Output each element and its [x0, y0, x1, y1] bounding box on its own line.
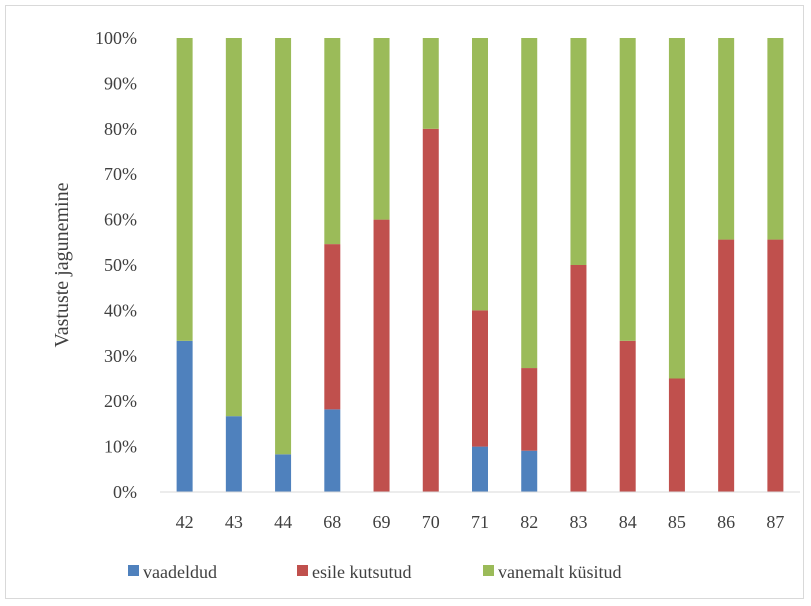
y-tick-label: 0% — [113, 482, 137, 502]
legend-label: vanemalt küsitud — [498, 562, 621, 582]
y-tick-label: 50% — [104, 255, 137, 275]
bar-segment-vaadeldud — [176, 340, 193, 492]
bar-segment-vanemalt-küsitud — [472, 38, 488, 311]
bar-segment-vanemalt-küsitud — [275, 38, 292, 455]
bar-segment-vanemalt-küsitud — [422, 38, 439, 129]
bar-segment-vanemalt-küsitud — [521, 38, 538, 369]
x-tick-label: 87 — [766, 512, 784, 532]
bar-segment-esile-kutsutud — [619, 340, 636, 492]
x-tick-label: 43 — [225, 512, 243, 532]
legend-swatch — [128, 565, 139, 576]
y-tick-label: 80% — [104, 119, 137, 139]
x-tick-label: 44 — [274, 512, 292, 532]
bar-segment-vanemalt-küsitud — [718, 38, 735, 240]
y-axis-ticks: 0% 10% 20% 30% 40% 50% 60% 70% 80% 90% 100% — [95, 28, 137, 502]
bar-segment-vanemalt-küsitud — [225, 38, 242, 417]
x-tick-label: 83 — [569, 512, 587, 532]
legend-swatch — [297, 565, 308, 576]
bar-segment-esile-kutsutud — [422, 128, 439, 493]
y-tick-label: 60% — [104, 210, 137, 230]
y-tick-label: 30% — [104, 346, 137, 366]
bar-segment-vanemalt-küsitud — [668, 38, 685, 379]
bar-segment-vanemalt-küsitud — [767, 38, 784, 240]
bar-segment-vanemalt-küsitud — [176, 38, 193, 341]
bar-segment-vaadeldud — [225, 416, 242, 492]
bar-segment-esile-kutsutud — [373, 219, 390, 492]
bar-segment-vanemalt-küsitud — [570, 38, 587, 265]
bar-segment-vanemalt-küsitud — [619, 38, 636, 341]
bars — [176, 38, 784, 493]
x-tick-label: 68 — [323, 512, 341, 532]
y-tick-label: 20% — [104, 391, 137, 411]
bar-segment-esile-kutsutud — [472, 310, 488, 447]
bar-segment-esile-kutsutud — [718, 239, 735, 492]
bar-segment-esile-kutsutud — [570, 265, 587, 492]
bar-segment-esile-kutsutud — [521, 368, 538, 451]
legend-swatch — [483, 565, 494, 576]
bar-segment-vaadeldud — [472, 446, 488, 492]
bar-segment-esile-kutsutud — [668, 378, 685, 492]
x-tick-label: 69 — [373, 512, 391, 532]
bar-segment-vaadeldud — [324, 409, 341, 492]
legend-label: esile kutsutud — [312, 562, 412, 582]
y-tick-label: 40% — [104, 300, 137, 320]
x-tick-label: 71 — [471, 512, 489, 532]
bar-segment-vaadeldud — [521, 450, 538, 492]
x-tick-label: 86 — [717, 512, 735, 532]
x-tick-label: 42 — [176, 512, 194, 532]
bar-segment-vanemalt-küsitud — [373, 38, 390, 220]
bar-segment-esile-kutsutud — [324, 244, 341, 410]
y-tick-label: 100% — [95, 28, 137, 48]
x-axis-ticks: 42 43 44 68 69 70 71 82 83 84 85 86 87 — [176, 512, 785, 532]
x-tick-label: 70 — [422, 512, 440, 532]
y-tick-label: 70% — [104, 164, 137, 184]
legend-label: vaadeldud — [143, 562, 217, 582]
legend: vaadeldud esile kutsutud vanemalt küsitud — [128, 562, 621, 582]
y-tick-label: 10% — [104, 437, 137, 457]
x-tick-label: 82 — [520, 512, 538, 532]
x-tick-label: 84 — [619, 512, 637, 532]
y-axis-title: Vastuste jagunemine — [51, 182, 73, 347]
y-tick-label: 90% — [104, 73, 137, 93]
bar-segment-vanemalt-küsitud — [324, 38, 341, 245]
x-tick-label: 85 — [668, 512, 686, 532]
bar-segment-vaadeldud — [275, 454, 292, 492]
bar-segment-esile-kutsutud — [767, 239, 784, 492]
